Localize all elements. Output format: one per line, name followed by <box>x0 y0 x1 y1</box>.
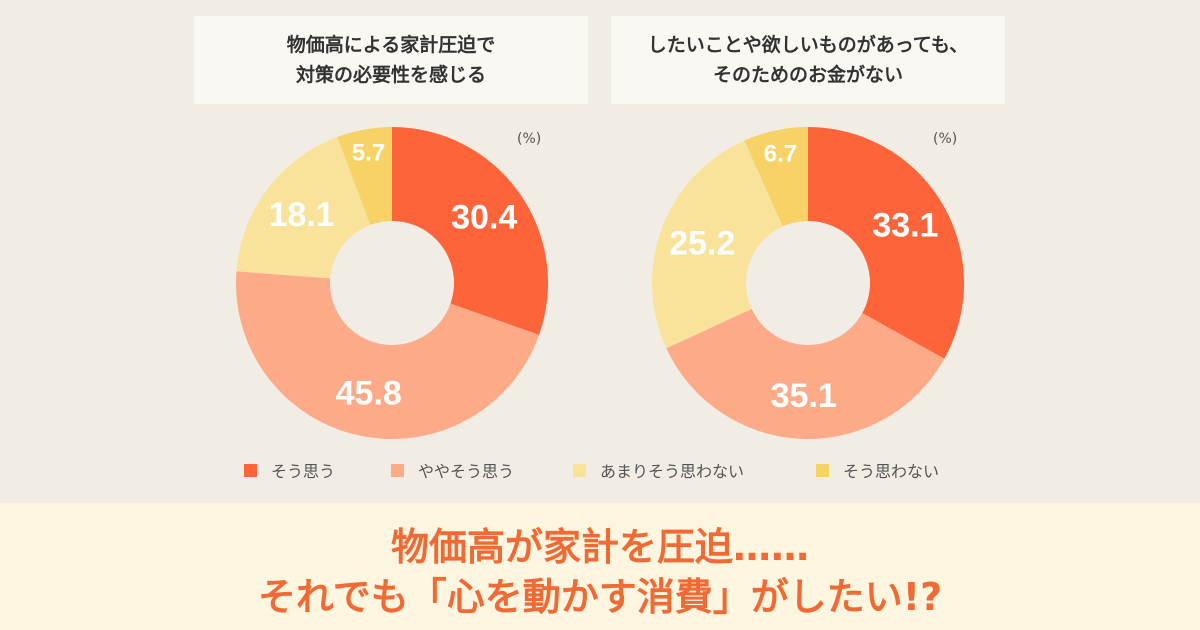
chart-1-value-label-not-really: 18.1 <box>269 196 335 234</box>
legend-label-disagree: そう思わない <box>843 462 940 481</box>
chart-2-slice-somewhat-agree <box>666 308 945 440</box>
chart-2-slice-agree <box>808 127 964 359</box>
chart-2-unit-label: (%) <box>933 131 958 147</box>
legend-swatch-not-really <box>573 463 586 477</box>
chart-1-value-label-disagree: 5.7 <box>352 140 385 167</box>
chart-1-value-label-agree: 30.4 <box>451 199 517 237</box>
chart-1-unit-label: (%) <box>517 131 542 147</box>
headline-line-2: それでも「心を動かす消費」がしたい!? <box>257 575 943 619</box>
legend-item-not-really: あまりそう思わない <box>573 458 744 482</box>
donut-charts: 30.4 45.8 18.1 5.7 33.1 35.1 25.2 6.7 <box>236 127 964 440</box>
chart-2-title-line-1: したいことや欲しいものがあっても、 <box>647 34 969 56</box>
chart-2-slice-not-really <box>651 140 783 349</box>
legend-item-agree: そう思う <box>244 458 335 482</box>
legend-swatch-agree <box>244 463 257 477</box>
legend-swatch-somewhat-agree <box>391 463 404 477</box>
legend-item-disagree: そう思わない <box>816 458 939 482</box>
legend: そう思う ややそう思う あまりそう思わない そう思わない <box>0 458 1200 486</box>
footer-banner <box>0 503 1200 630</box>
chart-2-title: したいことや欲しいものがあっても、 そのためのお金がない <box>611 16 1005 104</box>
chart-2-slice-disagree <box>744 127 808 227</box>
legend-swatch-disagree <box>816 463 829 477</box>
legend-label-agree: そう思う <box>271 462 336 481</box>
chart-2-title-line-2: そのためのお金がない <box>712 64 903 86</box>
chart-1-slice-disagree <box>337 127 392 225</box>
chart-1-slice-somewhat-agree <box>236 271 540 439</box>
chart-2-value-label-somewhat-agree: 35.1 <box>771 377 837 415</box>
chart-2-value-label-not-really: 25.2 <box>669 224 735 262</box>
chart-1-slice-not-really <box>236 136 371 279</box>
headline-line-1: 物価高が家計を圧迫…… <box>390 525 809 569</box>
chart-1-slice-agree <box>392 127 548 335</box>
legend-item-somewhat-agree: ややそう思う <box>391 458 514 482</box>
chart-2-value-label-disagree: 6.7 <box>764 140 797 167</box>
chart-1-title: 物価高による家計圧迫で 対策の必要性を感じる <box>194 16 588 104</box>
legend-label-somewhat-agree: ややそう思う <box>418 462 515 481</box>
chart-1-title-line-2: 対策の必要性を感じる <box>295 64 486 86</box>
chart-1-title-line-1: 物価高による家計圧迫で <box>286 34 496 56</box>
chart-2-value-label-agree: 33.1 <box>872 207 938 245</box>
chart-1-value-label-somewhat-agree: 45.8 <box>336 375 402 413</box>
legend-label-not-really: あまりそう思わない <box>600 462 745 481</box>
